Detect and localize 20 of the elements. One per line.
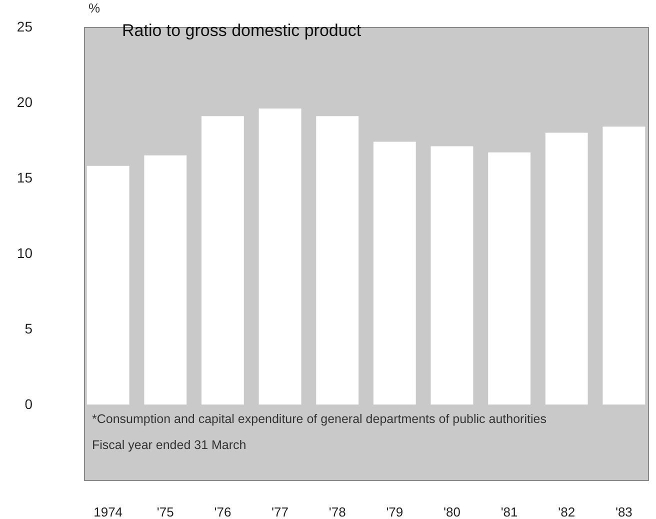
x-tick-label: '82 — [558, 504, 576, 519]
y-axis-title: % — [88, 0, 100, 16]
x-tick-label: '78 — [328, 504, 346, 519]
y-tick-label: 5 — [24, 320, 33, 336]
x-tick-label: '77 — [272, 504, 288, 519]
x-tick-label: '81 — [500, 504, 518, 519]
x-tick-label: '75 — [156, 504, 174, 519]
y-tick-label: 10 — [16, 245, 33, 261]
x-tick-label: '76 — [214, 504, 232, 519]
y-tick-label: 20 — [16, 94, 33, 110]
x-tick-label: '79 — [386, 504, 404, 519]
annotation: Fiscal year ended 31 March — [92, 438, 246, 452]
x-tick-label: 1974 — [94, 504, 123, 519]
y-tick-label: 0 — [24, 396, 33, 412]
x-tick-label: '80 — [444, 504, 460, 519]
y-tick-label: 25 — [16, 18, 33, 34]
annotation: *Consumption and capital expenditure of general departments of public authorities — [92, 412, 546, 426]
y-tick-label: 15 — [16, 170, 33, 186]
chart-title: Ratio to gross domestic product — [122, 21, 362, 40]
x-tick-label: '83 — [615, 504, 632, 519]
